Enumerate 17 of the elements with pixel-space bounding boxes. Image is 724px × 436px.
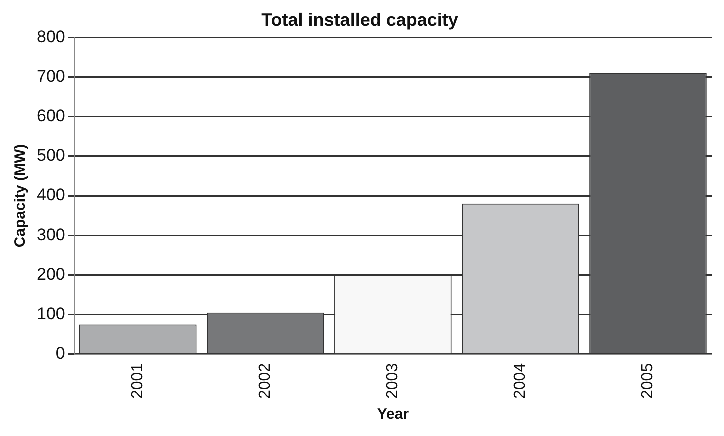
y-axis-title: Capacity (MW) [12, 144, 30, 248]
x-tick-label: 2001 [130, 363, 147, 399]
y-tick-label: 700 [36, 66, 66, 86]
chart-title: Total installed capacity [262, 10, 458, 30]
x-tick-label: 2003 [384, 363, 402, 399]
y-tick-label: 500 [36, 146, 66, 166]
x-tick-label: 2004 [512, 363, 530, 399]
y-tick-label: 200 [36, 264, 66, 284]
y-tick-label: 800 [36, 27, 66, 46]
y-tick-label: 400 [36, 186, 66, 205]
y-tick-label: 100 [36, 304, 66, 324]
x-axis-title: Year [377, 406, 410, 424]
y-tick-label: 0 [56, 344, 66, 364]
y-tick-label: 600 [36, 106, 66, 126]
x-tick-label: 2005 [640, 363, 657, 399]
y-tick-label: 300 [36, 225, 66, 244]
x-tick-label: 2002 [257, 363, 274, 399]
